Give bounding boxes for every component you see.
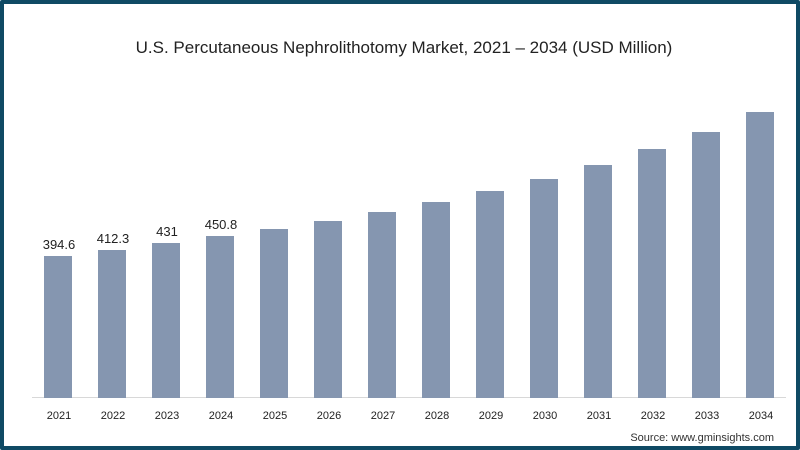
x-tick-label: 2032	[640, 410, 666, 422]
source-note: Source: www.gminsights.com	[630, 432, 774, 444]
x-tick-label: 2021	[46, 410, 72, 422]
data-label: 394.6	[42, 236, 76, 252]
bar	[422, 202, 450, 398]
bar-group: 412.3	[86, 226, 140, 398]
x-tick-label: 2028	[424, 410, 450, 422]
x-axis-line	[32, 397, 786, 398]
data-label: 412.3	[96, 230, 130, 246]
x-tick-label: 2031	[586, 410, 612, 422]
bar	[530, 179, 558, 398]
bar-group	[248, 205, 302, 398]
x-tick-label: 2034	[748, 410, 774, 422]
bar	[368, 211, 396, 398]
bar-group	[626, 125, 680, 398]
data-label: 431	[156, 223, 178, 239]
bar	[692, 131, 720, 398]
x-tick-label: 2023	[154, 410, 180, 422]
bar-group: 450.8	[194, 212, 248, 398]
chart-title: U.S. Percutaneous Nephrolithotomy Market…	[135, 38, 673, 57]
bar	[206, 235, 234, 398]
bar	[260, 229, 288, 398]
x-tick-label: 2027	[370, 410, 396, 422]
bar-group	[734, 88, 788, 398]
x-tick-label: 2026	[316, 410, 342, 422]
x-tick-label: 2024	[208, 410, 234, 422]
data-label: 450.8	[204, 216, 238, 232]
bar	[44, 255, 72, 398]
bar	[638, 148, 666, 398]
bar-group	[356, 188, 410, 398]
bar-group	[680, 108, 734, 398]
bar-group	[518, 155, 572, 398]
bar	[476, 191, 504, 398]
x-tick-label: 2030	[532, 410, 558, 422]
x-tick-label: 2025	[262, 410, 288, 422]
bar-group	[302, 197, 356, 398]
bar-group	[572, 141, 626, 398]
bar	[98, 249, 126, 398]
plot-area: 394.6 412.3 431 450.8	[32, 84, 786, 398]
bar-group	[410, 178, 464, 398]
bar	[746, 112, 774, 398]
bar	[584, 165, 612, 398]
x-tick-label: 2029	[478, 410, 504, 422]
x-tick-label: 2033	[694, 410, 720, 422]
bar	[314, 220, 342, 398]
bar	[152, 242, 180, 398]
x-tick-label: 2022	[100, 410, 126, 422]
bar-group	[464, 167, 518, 398]
bar-group: 431	[140, 219, 194, 398]
bar-group: 394.6	[32, 232, 86, 398]
